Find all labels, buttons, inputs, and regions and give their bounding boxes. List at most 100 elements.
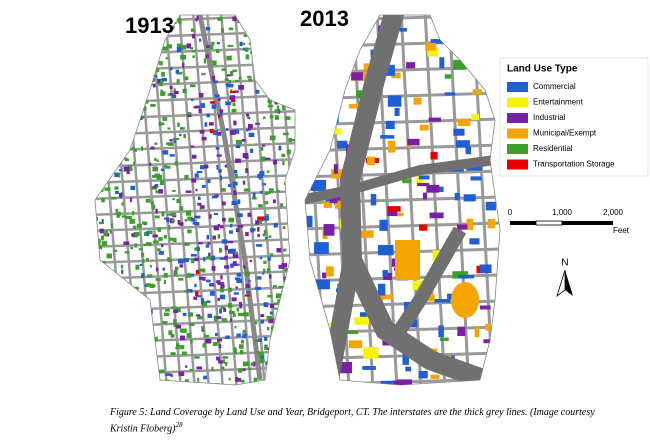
parcel — [173, 140, 177, 143]
parcel — [237, 225, 244, 228]
parcel — [206, 234, 210, 240]
parcel — [256, 244, 261, 247]
parcel — [243, 34, 248, 37]
parcel — [201, 184, 206, 189]
parcel — [287, 52, 292, 55]
parcel — [206, 300, 211, 303]
parcel — [244, 188, 250, 192]
parcel — [291, 314, 295, 319]
parcel — [255, 89, 260, 94]
parcel — [209, 214, 212, 219]
parcel — [100, 37, 106, 42]
map-figure: 1913 2013 Land Use Type Commercial Entert… — [94, 6, 649, 386]
parcel — [220, 284, 225, 288]
parcel — [168, 330, 173, 336]
parcel — [157, 227, 161, 232]
parcel — [277, 96, 284, 100]
parcel — [103, 86, 107, 90]
parcel — [206, 256, 212, 260]
parcel — [133, 148, 137, 152]
parcel — [120, 43, 126, 47]
parcel — [434, 298, 450, 303]
parcel — [256, 276, 262, 280]
parcel — [225, 101, 232, 106]
parcel — [163, 279, 166, 285]
parcel — [250, 228, 256, 232]
parcel — [216, 164, 219, 170]
map-year: 2013 — [300, 6, 349, 31]
parcel — [239, 41, 243, 47]
parcel — [197, 246, 200, 252]
parcel — [263, 229, 267, 235]
parcel — [140, 116, 143, 121]
parcel — [173, 88, 176, 93]
parcel — [129, 218, 135, 224]
parcel — [168, 142, 174, 146]
parcel — [222, 201, 226, 206]
parcel — [166, 217, 170, 223]
parcel — [194, 222, 200, 226]
parcel — [279, 15, 283, 18]
parcel — [145, 376, 149, 381]
parcel — [416, 174, 424, 185]
parcel — [117, 60, 122, 65]
parcel — [117, 100, 122, 105]
parcel — [221, 68, 226, 71]
parcel — [267, 382, 273, 385]
parcel — [230, 318, 233, 322]
parcel — [247, 75, 252, 79]
parcel — [123, 40, 129, 45]
parcel — [111, 290, 114, 293]
parcel — [198, 108, 202, 114]
parcel — [120, 46, 126, 51]
parcel — [219, 109, 224, 113]
parcel — [155, 267, 159, 272]
scale-bar: 0 1,000 2,000 Feet — [508, 208, 630, 235]
parcel — [340, 30, 348, 37]
parcel — [253, 339, 260, 342]
parcel — [138, 309, 143, 312]
parcel — [228, 27, 234, 31]
parcel — [289, 88, 294, 93]
parcel — [155, 208, 158, 214]
parcel — [103, 336, 110, 341]
parcel — [215, 316, 222, 320]
parcel — [265, 191, 271, 194]
parcel — [133, 231, 140, 237]
parcel — [333, 164, 338, 174]
parcel — [268, 68, 272, 71]
parcel — [287, 278, 293, 281]
parcel — [95, 216, 98, 221]
parcel — [204, 122, 208, 127]
parcel — [209, 282, 214, 285]
parcel — [114, 172, 119, 177]
parcel — [228, 217, 235, 223]
parcel — [454, 22, 462, 27]
parcel — [278, 31, 283, 36]
parcel — [278, 88, 282, 93]
parcel — [190, 339, 193, 344]
parcel — [224, 245, 229, 251]
parcel — [145, 231, 150, 236]
parcel — [176, 47, 182, 52]
parcel — [354, 316, 370, 325]
parcel — [418, 175, 430, 180]
parcel — [199, 38, 202, 42]
parcel — [169, 139, 173, 142]
parcel — [227, 184, 232, 187]
parcel — [143, 243, 148, 246]
parcel — [356, 90, 366, 99]
parcel — [156, 159, 159, 163]
parcel — [113, 344, 120, 349]
parcel — [308, 356, 322, 363]
parcel — [281, 263, 288, 268]
parcel — [171, 25, 175, 30]
parcel — [129, 106, 132, 111]
parcel — [190, 218, 195, 222]
parcel — [159, 369, 165, 373]
parcel — [245, 283, 250, 289]
parcel — [117, 317, 121, 321]
parcel — [391, 72, 401, 79]
parcel — [194, 105, 201, 109]
parcel — [425, 42, 437, 51]
